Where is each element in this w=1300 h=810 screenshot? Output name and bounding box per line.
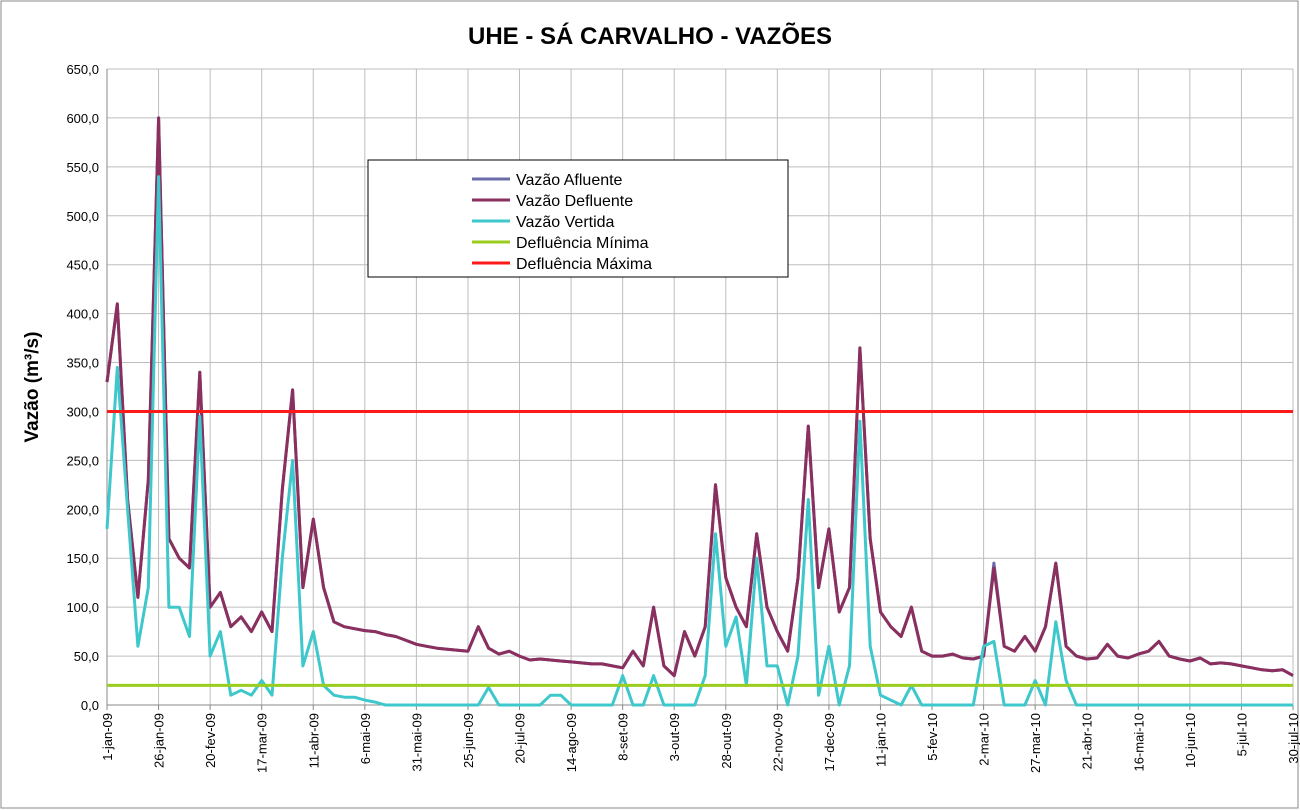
- x-tick-label: 20-jul-09: [513, 713, 528, 764]
- x-tick-label: 1-jan-09: [100, 713, 115, 761]
- x-tick-label: 6-mai-09: [358, 713, 373, 764]
- x-tick-label: 31-mai-09: [409, 713, 424, 772]
- x-tick-label: 11-jan-10: [873, 713, 888, 767]
- legend-label: Defluência Máxima: [516, 256, 652, 273]
- x-tick-label: 10-jun-10: [1183, 713, 1198, 768]
- legend-label: Vazão Afluente: [516, 172, 623, 189]
- x-tick-label: 30-jul-10: [1286, 713, 1300, 764]
- x-tick-label: 26-jan-09: [152, 713, 167, 768]
- y-tick-label: 350,0: [66, 356, 99, 371]
- chart-title: UHE - SÁ CARVALHO - VAZÕES: [468, 22, 832, 50]
- x-tick-label: 20-fev-09: [203, 713, 218, 768]
- x-tick-label: 22-nov-09: [770, 713, 785, 772]
- series-line: [105, 175, 1293, 707]
- series-line: [105, 116, 1294, 678]
- x-tick-label: 27-mar-10: [1028, 713, 1043, 773]
- y-tick-label: 550,0: [66, 160, 99, 175]
- y-tick-label: 150,0: [66, 551, 99, 566]
- x-tick-label: 28-out-09: [719, 713, 734, 769]
- x-tick-label: 11-abr-09: [306, 713, 321, 768]
- legend-label: Vazão Vertida: [516, 214, 615, 231]
- x-tick-label: 5-fev-10: [925, 713, 940, 761]
- x-tick-label: 5-jul-10: [1234, 713, 1249, 756]
- y-tick-label: 50,0: [74, 649, 99, 664]
- y-tick-label: 0,0: [81, 698, 99, 713]
- x-tick-label: 16-mai-10: [1131, 713, 1146, 772]
- y-tick-label: 600,0: [66, 111, 99, 126]
- x-tick-label: 8-set-09: [616, 713, 631, 761]
- y-tick-label: 200,0: [66, 502, 99, 517]
- x-tick-label: 2-mar-10: [977, 713, 992, 766]
- x-tick-label: 17-mar-09: [255, 713, 270, 773]
- y-tick-label: 650,0: [66, 62, 99, 77]
- x-tick-label: 21-abr-10: [1080, 713, 1095, 769]
- x-tick-label: 14-ago-09: [564, 713, 579, 772]
- x-tick-label: 17-dec-09: [822, 713, 837, 772]
- y-tick-label: 450,0: [66, 258, 99, 273]
- legend-label: Defluência Mínima: [516, 235, 649, 252]
- y-tick-label: 400,0: [66, 307, 99, 322]
- legend-label: Vazão Defluente: [516, 193, 633, 210]
- y-tick-label: 100,0: [66, 600, 99, 615]
- legend-box: [367, 159, 789, 278]
- y-tick-label: 250,0: [66, 453, 99, 468]
- y-tick-label: 500,0: [66, 209, 99, 224]
- y-tick-label: 300,0: [66, 404, 99, 419]
- y-axis-title: Vazão (m³/s): [22, 332, 43, 443]
- x-tick-label: 25-jun-09: [461, 713, 476, 768]
- x-tick-label: 3-out-09: [667, 713, 682, 761]
